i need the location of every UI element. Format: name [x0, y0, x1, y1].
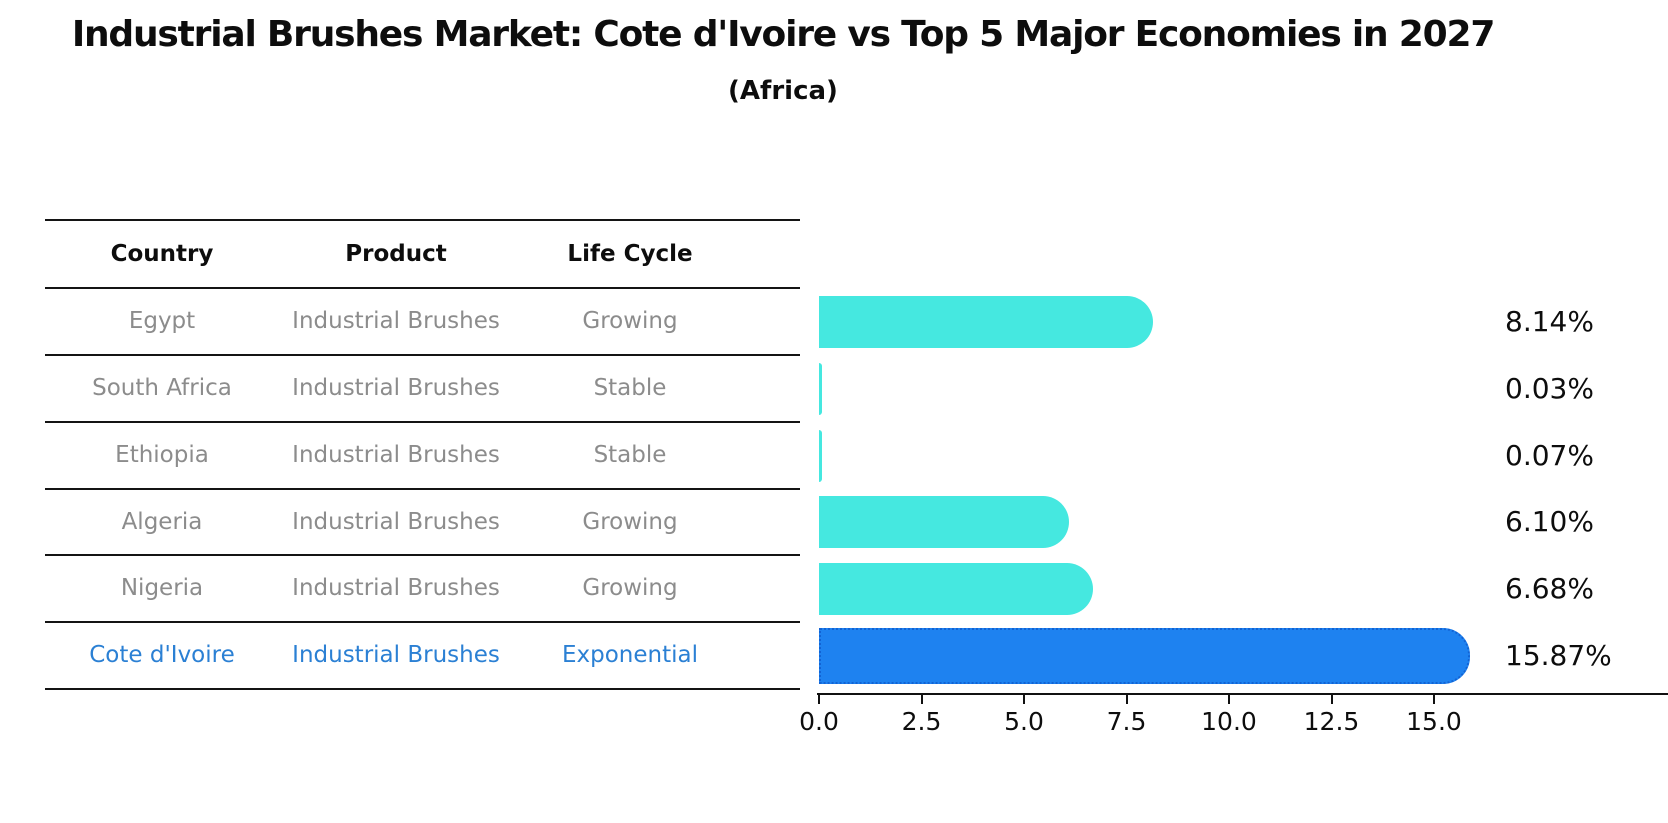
column-header-country: Country	[110, 240, 214, 267]
cell-product: Industrial Brushes	[292, 641, 500, 668]
x-axis-tick-label: 2.5	[901, 707, 942, 736]
table-divider	[45, 354, 800, 356]
x-axis-tick-label: 10.0	[1201, 707, 1257, 736]
x-axis-tick	[1330, 695, 1333, 704]
table-row-highlighted: Cote d'Ivoire Industrial Brushes Exponen…	[45, 621, 800, 688]
cell-country: Nigeria	[120, 574, 204, 601]
cell-country: Ethiopia	[115, 441, 209, 468]
x-axis-tick	[1433, 695, 1435, 704]
x-axis-tick-label: 0.0	[799, 707, 839, 736]
bar-algeria	[819, 496, 1070, 548]
column-header-product: Product	[345, 240, 447, 267]
cell-life-cycle: Exponential	[561, 641, 698, 668]
cell-product: Industrial Brushes	[292, 508, 500, 535]
x-axis-tick	[1023, 695, 1025, 704]
table-row: Ethiopia Industrial Brushes Stable	[45, 421, 800, 488]
bar-cote-d-ivoire	[819, 627, 1470, 684]
cell-product: Industrial Brushes	[292, 374, 500, 401]
cell-product: Industrial Brushes	[292, 441, 500, 468]
cell-life-cycle: Stable	[593, 374, 667, 401]
bar-nigeria	[819, 562, 1093, 615]
table-row: South Africa Industrial Brushes Stable	[45, 354, 800, 421]
cell-life-cycle: Growing	[582, 307, 678, 334]
table-divider	[45, 621, 800, 623]
chart-title: Industrial Brushes Market: Cote d'Ivoire…	[71, 14, 1496, 55]
cell-country: Algeria	[121, 508, 203, 535]
x-axis-tick	[920, 695, 923, 704]
table-divider	[45, 421, 800, 423]
cell-product: Industrial Brushes	[292, 574, 500, 601]
column-header-life-cycle: Life Cycle	[567, 240, 693, 267]
table-divider	[45, 688, 800, 690]
chart-subtitle: (Africa)	[728, 76, 838, 106]
table-divider	[45, 554, 800, 556]
table-row: Nigeria Industrial Brushes Growing	[45, 554, 800, 621]
value-label-algeria: 6.10%	[1505, 505, 1594, 538]
cell-product: Industrial Brushes	[292, 307, 500, 334]
cell-life-cycle: Growing	[582, 574, 678, 601]
bar-egypt	[819, 295, 1153, 348]
value-label-cote-d-ivoire: 15.87%	[1505, 638, 1612, 672]
x-axis-tick	[1228, 695, 1230, 704]
table-divider	[45, 219, 800, 221]
bar-ethiopia	[819, 429, 822, 482]
table-divider	[45, 488, 800, 490]
x-axis-tick-label: 7.5	[1106, 707, 1147, 736]
value-label-nigeria: 6.68%	[1505, 571, 1594, 605]
x-axis-line	[817, 693, 1668, 695]
value-label-south-africa: 0.03%	[1505, 371, 1594, 405]
cell-country: South Africa	[92, 374, 232, 401]
value-label-egypt: 8.14%	[1505, 304, 1594, 338]
table-header-row: Country Product Life Cycle	[45, 220, 800, 287]
x-axis-tick-label: 12.5	[1303, 707, 1360, 736]
x-axis-tick	[1125, 695, 1128, 704]
cell-country: Cote d'Ivoire	[89, 641, 235, 668]
table-row: Algeria Industrial Brushes Growing	[45, 488, 800, 555]
value-label-ethiopia: 0.07%	[1505, 438, 1594, 472]
cell-country: Egypt	[128, 307, 196, 334]
x-axis-tick-label: 5.0	[1004, 707, 1044, 736]
x-axis-tick	[818, 695, 820, 704]
cell-life-cycle: Growing	[582, 508, 678, 535]
x-axis-tick-label: 15.0	[1406, 707, 1462, 736]
bar-south-africa	[819, 362, 822, 415]
table-divider	[45, 287, 800, 289]
table-row: Egypt Industrial Brushes Growing	[45, 287, 800, 354]
cell-life-cycle: Stable	[593, 441, 667, 468]
